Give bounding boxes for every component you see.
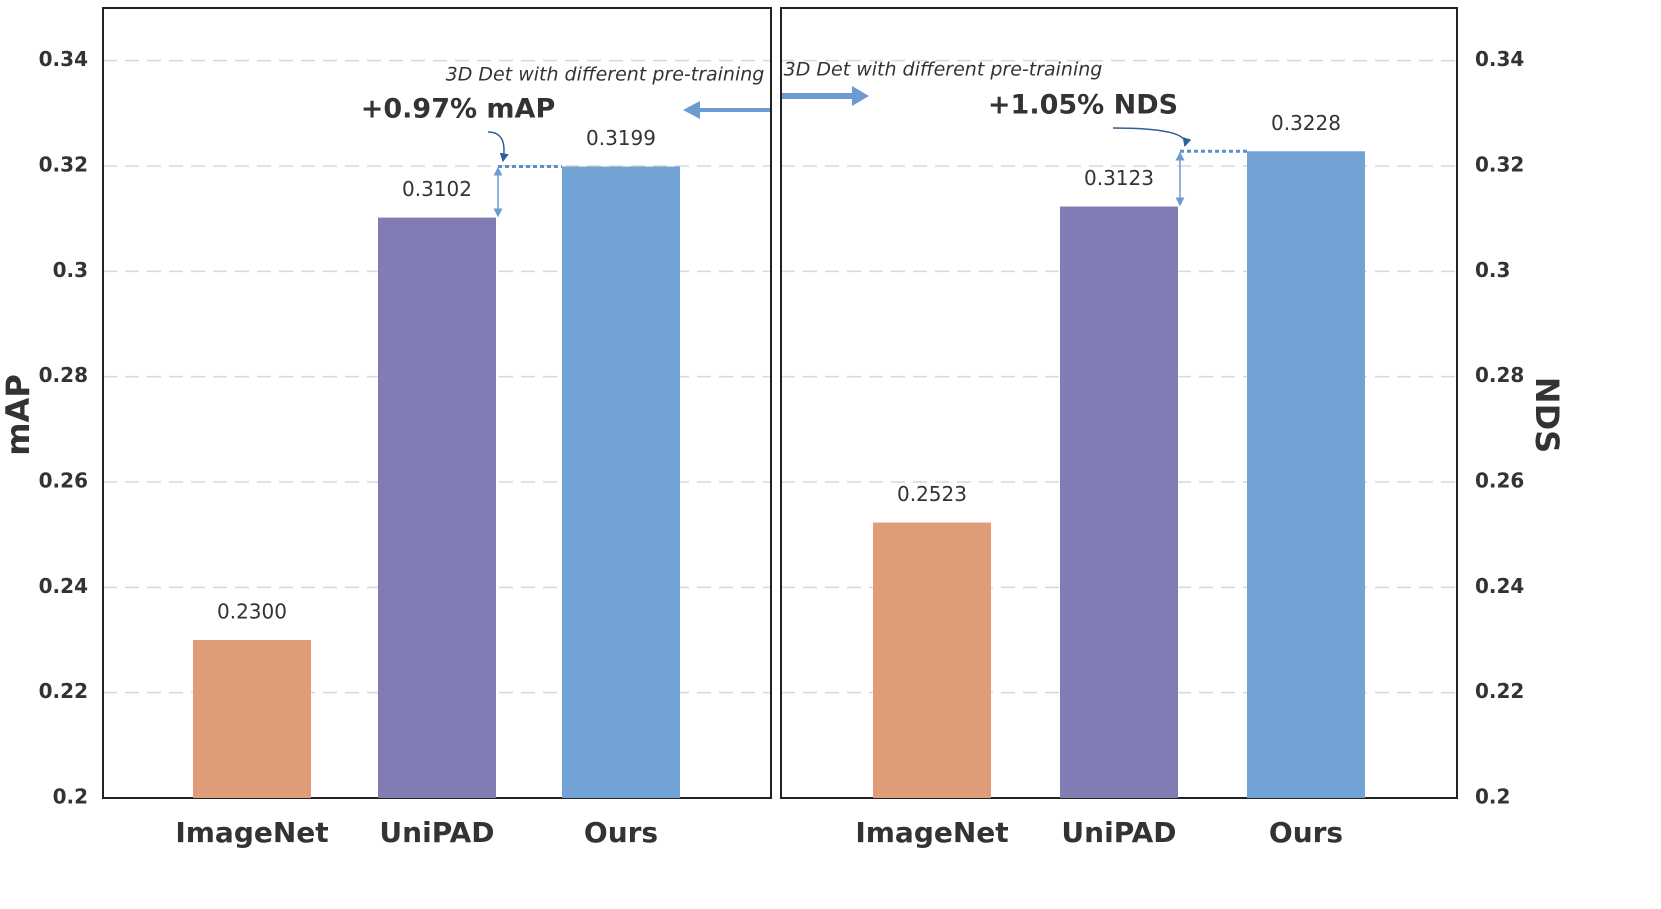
value-label: 0.2523 (897, 482, 967, 506)
y-tick-label: 0.26 (39, 469, 88, 493)
y-axis-title: NDS (1528, 377, 1566, 453)
value-label: 0.3102 (402, 177, 472, 201)
gain-annotation: +0.97% mAP (361, 94, 556, 125)
value-label: 0.3123 (1084, 166, 1154, 190)
y-tick-label: 0.22 (39, 679, 88, 703)
x-tick-label: Ours (1269, 816, 1343, 849)
y-tick-label: 0.24 (1475, 574, 1524, 598)
gain-annotation: +1.05% NDS (988, 90, 1178, 121)
y-tick-label: 0.3 (1475, 258, 1510, 282)
annotation: 3D Det with different pre-training (446, 64, 765, 86)
gain-pointer (1112, 127, 1192, 147)
x-tick-label: Ours (584, 816, 658, 849)
bar (378, 217, 496, 798)
y-axis-title: mAP (0, 374, 37, 456)
gain-pointer (487, 131, 509, 163)
annotation: 3D Det with different pre-training (784, 59, 1103, 81)
x-tick-label: UniPAD (1061, 816, 1176, 849)
value-label: 0.3199 (586, 126, 656, 150)
arrow-right (781, 86, 869, 106)
y-tick-label: 0.2 (1475, 785, 1510, 809)
y-tick-label: 0.22 (1475, 679, 1524, 703)
y-tick-label: 0.3 (53, 258, 88, 282)
value-label: 0.2300 (217, 600, 287, 624)
bar (1060, 206, 1178, 798)
y-tick-label: 0.24 (39, 574, 88, 598)
y-tick-label: 0.26 (1475, 469, 1524, 493)
y-tick-label: 0.28 (1475, 363, 1524, 387)
arrow-left (683, 101, 771, 119)
bar (873, 522, 991, 798)
x-tick-label: ImageNet (855, 816, 1008, 849)
y-tick-label: 0.32 (39, 153, 88, 177)
bar (562, 166, 680, 798)
y-tick-label: 0.2 (53, 785, 88, 809)
x-tick-label: UniPAD (379, 816, 494, 849)
bar (1247, 151, 1365, 799)
y-tick-label: 0.28 (39, 363, 88, 387)
y-tick-label: 0.34 (39, 47, 88, 71)
y-tick-label: 0.34 (1475, 47, 1524, 71)
value-label: 0.3228 (1271, 111, 1341, 135)
y-tick-label: 0.32 (1475, 153, 1524, 177)
x-tick-label: ImageNet (175, 816, 328, 849)
bar (193, 640, 311, 798)
